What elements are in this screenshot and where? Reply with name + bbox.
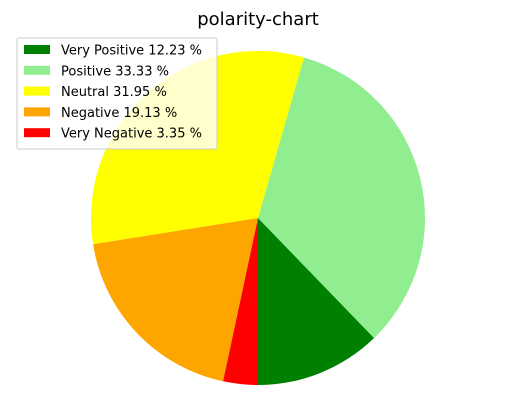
legend-swatch-neutral — [24, 86, 50, 96]
legend-label-negative: Negative 19.13 % — [61, 106, 177, 121]
legend-label-positive: Positive 33.33 % — [61, 64, 169, 79]
pie-slice-negative — [93, 218, 258, 382]
legend-swatch-very-positive — [24, 45, 50, 54]
legend: Very Positive 12.23 % Positive 33.33 % Neu… — [16, 37, 218, 150]
legend-label-very-negative: Very Negative 3.35 % — [61, 127, 202, 142]
legend-frame — [16, 37, 218, 150]
legend-swatch-positive — [24, 65, 50, 75]
pie-slice-very-negative — [223, 218, 258, 385]
legend-swatch-very-negative — [24, 128, 50, 138]
legend-swatch-negative — [24, 107, 50, 117]
pie-slice-positive — [258, 57, 426, 339]
legend-label-very-positive: Very Positive 12.23 % — [61, 44, 202, 59]
legend-items: Very Positive 12.23 % Positive 33.33 % Neu… — [24, 44, 202, 142]
pie-slice-very-positive — [258, 218, 375, 385]
chart-title: polarity-chart — [197, 9, 319, 30]
legend-label-neutral: Neutral 31.95 % — [61, 85, 167, 100]
